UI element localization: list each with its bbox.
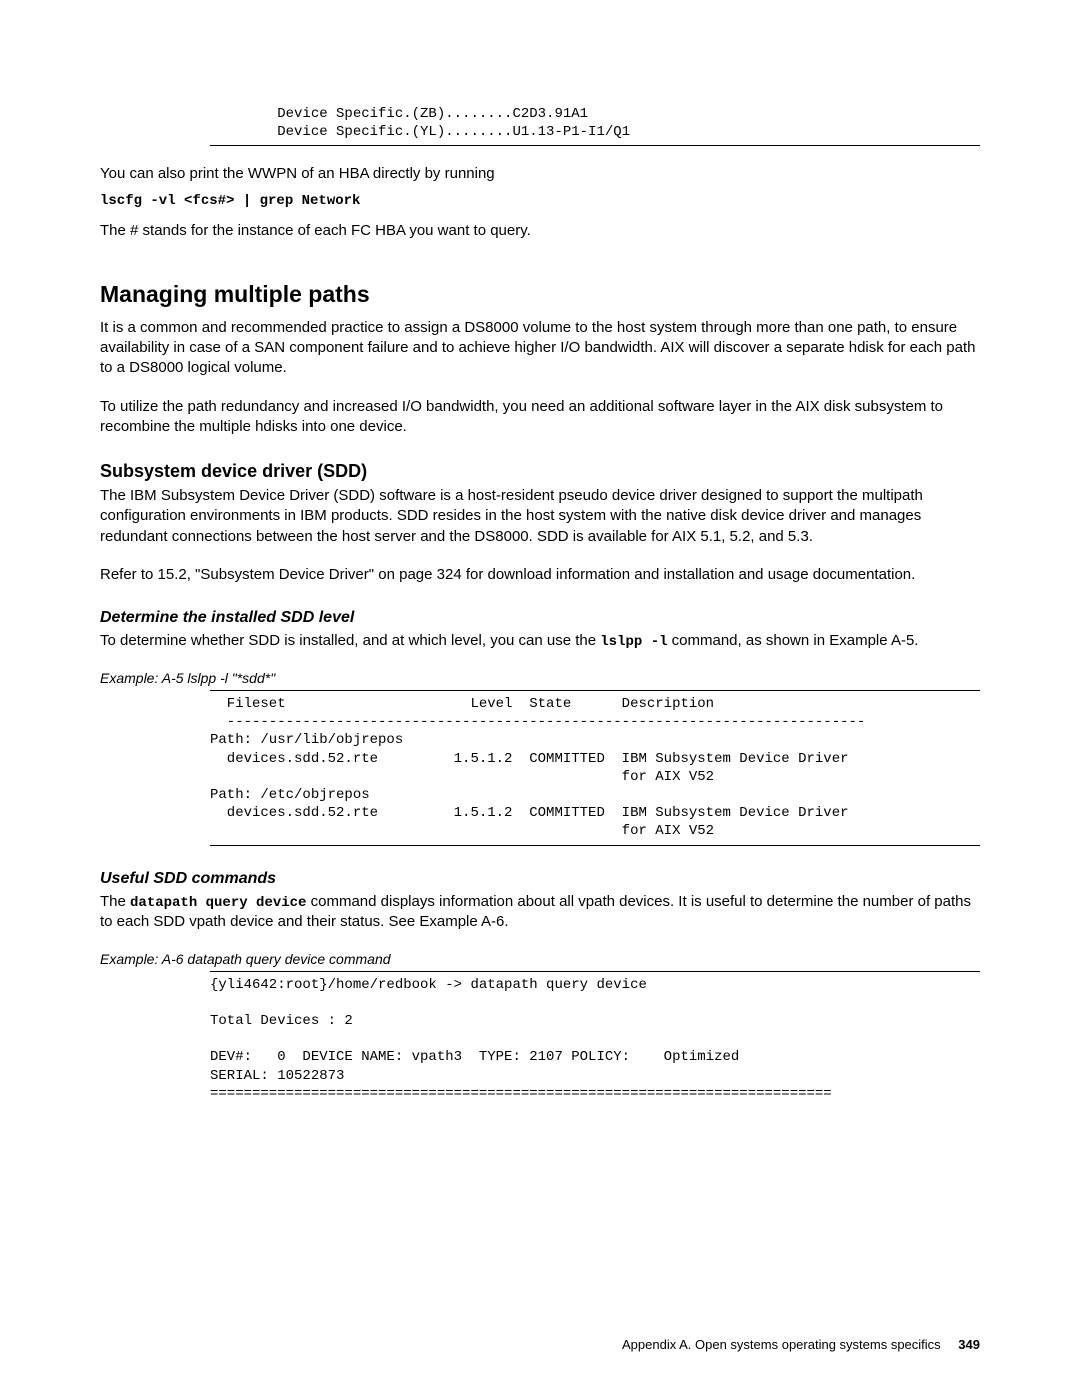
p-common: It is a common and recommended practice …: [100, 318, 980, 379]
h2-managing: Managing multiple paths: [100, 281, 980, 308]
rule-a6-top: [210, 971, 980, 972]
h4-useful: Useful SDD commands: [100, 870, 980, 888]
h4-determine: Determine the installed SDD level: [100, 609, 980, 627]
p-determine: To determine whether SDD is installed, a…: [100, 631, 980, 652]
block-a6: {yli4642:root}/home/redbook -> datapath …: [210, 976, 980, 1103]
rule-a5-top: [210, 690, 980, 691]
rule-a5-bot: [210, 845, 980, 846]
p-sdd-desc: The IBM Subsystem Device Driver (SDD) so…: [100, 486, 980, 547]
p-hash: The # stands for the instance of each FC…: [100, 221, 980, 241]
p-utilize: To utilize the path redundancy and incre…: [100, 397, 980, 438]
p-refer: Refer to 15.2, "Subsystem Device Driver"…: [100, 565, 980, 585]
block-a5: Fileset Level State Description --------…: [210, 695, 980, 841]
p-datapath: The datapath query device command displa…: [100, 892, 980, 933]
h3-sdd: Subsystem device driver (SDD): [100, 461, 980, 482]
footer-page: 349: [958, 1337, 980, 1352]
footer: Appendix A. Open systems operating syste…: [622, 1337, 980, 1352]
caption-a5: Example: A-5 lslpp -l "*sdd*": [100, 670, 980, 686]
cmd-lscfg: lscfg -vl <fcs#> | grep Network: [100, 193, 360, 209]
p8a: The: [100, 893, 130, 910]
p7a: To determine whether SDD is installed, a…: [100, 632, 600, 649]
caption-a6: Example: A-6 datapath query device comma…: [100, 951, 980, 967]
page: Device Specific.(ZB)........C2D3.91A1 De…: [0, 0, 1080, 1397]
p8cmd: datapath query device: [130, 895, 306, 911]
p7b: command, as shown in Example A-5.: [668, 632, 919, 649]
footer-text: Appendix A. Open systems operating syste…: [622, 1337, 941, 1352]
p7cmd: lslpp -l: [600, 634, 667, 650]
rule-top: [210, 145, 980, 146]
p-wwpn: You can also print the WWPN of an HBA di…: [100, 164, 980, 184]
top-code: Device Specific.(ZB)........C2D3.91A1 De…: [210, 105, 980, 141]
top-code-container: Device Specific.(ZB)........C2D3.91A1 De…: [210, 105, 980, 141]
